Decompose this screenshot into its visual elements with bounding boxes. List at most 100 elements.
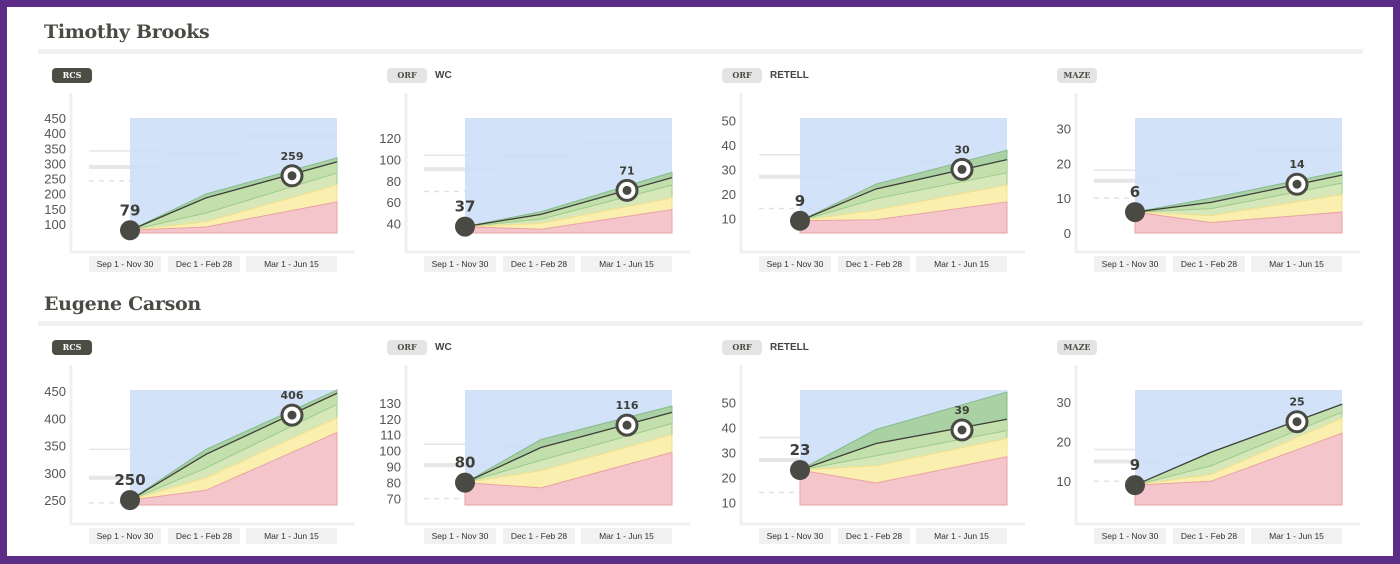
section-divider bbox=[38, 321, 1363, 326]
goal-target-dot bbox=[622, 185, 632, 195]
goal-score-label: 30 bbox=[954, 143, 970, 156]
measure-badge: MAZE bbox=[1057, 340, 1097, 355]
y-tick-label: 150 bbox=[44, 202, 66, 217]
red-band bbox=[799, 201, 1008, 234]
chart-svg: 10 20 30 9 25 bbox=[1057, 365, 1360, 526]
period-label: Mar 1 - Jun 15 bbox=[581, 528, 672, 544]
y-tick-label: 130 bbox=[379, 396, 401, 411]
y-tick-label: 10 bbox=[1057, 191, 1071, 206]
chart-orf-wc: 40 60 80 100 120 37 71 ORF WC Sep 1 - Nov 30 Dec 1… bbox=[365, 60, 700, 285]
measure-badge: ORF bbox=[722, 340, 762, 355]
progress-report: Timothy Brooks Eugene Carson 100 150 200 25… bbox=[7, 7, 1393, 556]
y-tick-label: 30 bbox=[722, 162, 736, 177]
period-label: Sep 1 - Nov 30 bbox=[759, 256, 831, 272]
start-score-label: 9 bbox=[795, 192, 805, 210]
period-label: Sep 1 - Nov 30 bbox=[89, 528, 161, 544]
y-tick-label: 300 bbox=[44, 156, 66, 171]
chart-orf-retell: 10 20 30 40 50 23 39 ORF RETELL Sep 1 - Nov 30 Dec… bbox=[700, 332, 1035, 557]
y-tick-label: 10 bbox=[1057, 474, 1071, 489]
goal-score-label: 14 bbox=[1289, 158, 1305, 171]
y-tick-label: 20 bbox=[1057, 156, 1071, 171]
period-label: Dec 1 - Feb 28 bbox=[168, 528, 240, 544]
y-tick-label: 70 bbox=[387, 492, 401, 507]
y-tick-label: 450 bbox=[44, 384, 66, 399]
period-label: Mar 1 - Jun 15 bbox=[916, 256, 1007, 272]
chart-svg: 0 10 20 30 6 14 bbox=[1057, 93, 1360, 254]
start-score-point bbox=[1125, 202, 1145, 223]
goal-target-dot bbox=[1292, 417, 1302, 427]
start-score-point bbox=[790, 210, 810, 231]
y-tick-label: 40 bbox=[387, 216, 401, 231]
period-label: Dec 1 - Feb 28 bbox=[1173, 256, 1245, 272]
y-tick-label: 100 bbox=[379, 153, 401, 168]
red-band bbox=[1134, 432, 1343, 506]
chart-maze: 0 10 20 30 6 14 MAZE Sep 1 - Nov 30 Dec 1 - Feb … bbox=[1035, 60, 1370, 285]
start-score-label: 250 bbox=[114, 471, 145, 489]
period-label: Dec 1 - Feb 28 bbox=[503, 256, 575, 272]
start-score-point bbox=[455, 472, 475, 493]
y-tick-label: 40 bbox=[722, 138, 736, 153]
start-score-point bbox=[120, 490, 140, 511]
goal-score-label: 71 bbox=[619, 164, 634, 177]
red-band bbox=[799, 456, 1008, 506]
chart-orf-retell: 10 20 30 40 50 9 30 ORF RETELL Sep 1 - Nov 30 Dec … bbox=[700, 60, 1035, 285]
y-tick-label: 20 bbox=[722, 471, 736, 486]
goal-score-label: 116 bbox=[616, 399, 639, 412]
start-score-label: 79 bbox=[120, 201, 141, 219]
chart-maze: 10 20 30 9 25 MAZE Sep 1 - Nov 30 Dec 1 - Feb 2… bbox=[1035, 332, 1370, 557]
measure-badge: ORF bbox=[387, 340, 427, 355]
chart-svg: 40 60 80 100 120 37 71 bbox=[379, 93, 690, 254]
y-tick-label: 120 bbox=[379, 412, 401, 427]
student-name: Eugene Carson bbox=[44, 293, 201, 315]
start-score-point bbox=[790, 460, 810, 480]
section-divider bbox=[38, 49, 1363, 54]
measure-subtitle: WC bbox=[435, 70, 452, 81]
y-tick-label: 250 bbox=[44, 493, 66, 508]
y-tick-label: 80 bbox=[387, 476, 401, 491]
y-tick-label: 350 bbox=[44, 141, 66, 156]
goal-target-dot bbox=[287, 171, 297, 181]
period-label: Dec 1 - Feb 28 bbox=[838, 528, 910, 544]
y-tick-label: 50 bbox=[722, 113, 736, 128]
y-tick-label: 90 bbox=[387, 460, 401, 475]
start-score-label: 9 bbox=[1130, 456, 1140, 474]
period-label: Dec 1 - Feb 28 bbox=[838, 256, 910, 272]
y-tick-label: 60 bbox=[387, 195, 401, 210]
goal-target-dot bbox=[957, 164, 967, 174]
period-label: Mar 1 - Jun 15 bbox=[581, 256, 672, 272]
measure-subtitle: RETELL bbox=[770, 342, 809, 353]
start-score-label: 23 bbox=[790, 441, 811, 459]
goal-target-dot bbox=[1292, 179, 1302, 189]
measure-badge: RCS bbox=[52, 68, 92, 83]
start-score-label: 6 bbox=[1130, 183, 1140, 201]
period-label: Sep 1 - Nov 30 bbox=[1094, 256, 1166, 272]
start-score-point bbox=[120, 220, 140, 241]
y-tick-label: 10 bbox=[722, 211, 736, 226]
goal-score-label: 25 bbox=[1289, 396, 1304, 409]
period-label: Dec 1 - Feb 28 bbox=[503, 528, 575, 544]
y-tick-label: 300 bbox=[44, 466, 66, 481]
goal-score-label: 406 bbox=[281, 389, 304, 402]
measure-badge: RCS bbox=[52, 340, 92, 355]
period-label: Dec 1 - Feb 28 bbox=[1173, 528, 1245, 544]
chart-svg: 250 300 350 400 450 250 406 bbox=[44, 365, 355, 526]
period-label: Mar 1 - Jun 15 bbox=[1251, 256, 1342, 272]
start-score-point bbox=[455, 216, 475, 237]
y-tick-label: 40 bbox=[722, 421, 736, 436]
red-band bbox=[1134, 211, 1343, 234]
goal-target-dot bbox=[622, 420, 632, 430]
y-tick-label: 20 bbox=[1057, 435, 1071, 450]
student-name: Timothy Brooks bbox=[44, 21, 210, 43]
period-label: Sep 1 - Nov 30 bbox=[759, 528, 831, 544]
period-label: Sep 1 - Nov 30 bbox=[424, 528, 496, 544]
y-tick-label: 100 bbox=[44, 217, 66, 232]
y-tick-label: 250 bbox=[44, 172, 66, 187]
period-label: Sep 1 - Nov 30 bbox=[424, 256, 496, 272]
y-tick-label: 80 bbox=[387, 174, 401, 189]
period-label: Mar 1 - Jun 15 bbox=[246, 256, 337, 272]
goal-target-dot bbox=[287, 410, 297, 420]
period-label: Mar 1 - Jun 15 bbox=[246, 528, 337, 544]
measure-badge: MAZE bbox=[1057, 68, 1097, 83]
